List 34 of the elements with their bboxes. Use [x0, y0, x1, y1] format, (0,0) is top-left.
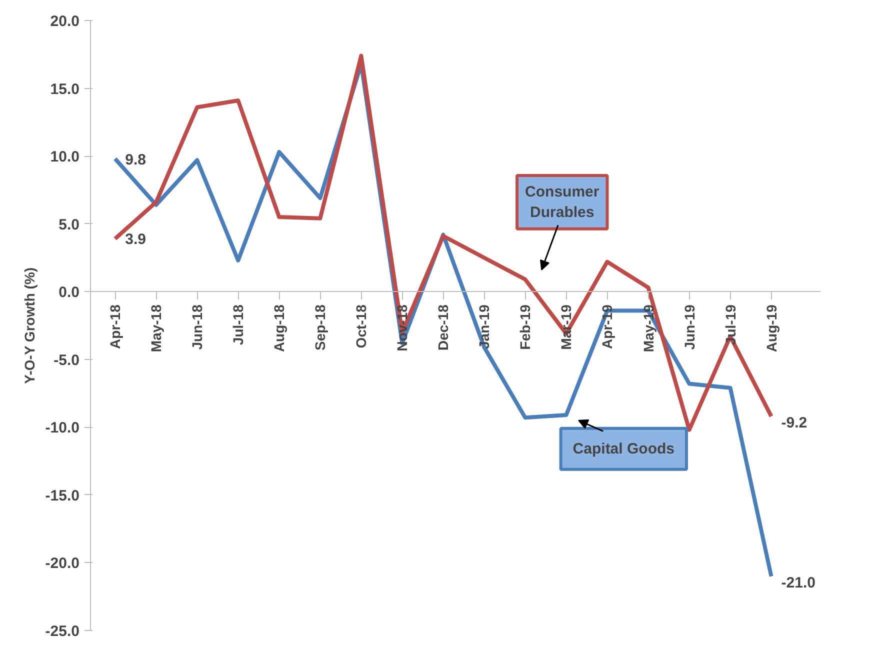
x-tick-label: Aug-19: [763, 304, 780, 352]
y-tick-label: -20.0: [45, 555, 80, 572]
x-tick-label: Oct-18: [353, 304, 370, 348]
y-axis-title: Y-O-Y Growth (%): [21, 267, 38, 384]
x-tick-label: Nov-18: [394, 304, 410, 352]
x-tick-label: Jan-19: [476, 304, 492, 349]
y-tick-label: -15.0: [45, 487, 80, 504]
text: Consumer Durables: [525, 183, 600, 221]
x-tick-label: Feb-19: [517, 304, 534, 350]
x-tick-label: May-19: [640, 304, 656, 352]
x-tick-label: Mar-19: [558, 304, 574, 350]
y-tick-label: 20.0: [50, 13, 80, 30]
x-tick-label: Dec-18: [435, 304, 452, 351]
x-tick-label: May-18: [148, 304, 164, 352]
x-tick-label: Jul-18: [230, 304, 246, 346]
x-tick-label: Apr-19: [599, 304, 616, 349]
x-tick-label: Sep-18: [312, 304, 328, 351]
y-tick-label: -25.0: [45, 623, 80, 640]
x-tick-label: Aug-18: [271, 304, 288, 352]
y-tick-label: 10.0: [50, 148, 80, 166]
series-label: Capital Goods: [572, 440, 674, 458]
x-tick-label: Jun-19: [681, 304, 698, 350]
y-tick-label: 15.0: [50, 80, 80, 98]
data-label: 9.8: [125, 151, 146, 168]
data-label: 3.9: [125, 231, 146, 248]
data-label: -21.0: [781, 574, 816, 592]
y-tick-label: -5.0: [54, 352, 80, 369]
y-tick-label: 0.0: [58, 284, 80, 302]
x-tick-label: Jun-18: [189, 304, 206, 350]
x-tick-label: Apr-18: [107, 304, 124, 349]
x-tick-label: Jul-19: [722, 304, 738, 346]
y-tick-label: 5.0: [58, 216, 80, 234]
y-tick-label: -10.0: [45, 420, 80, 437]
data-label: -9.2: [781, 414, 808, 432]
